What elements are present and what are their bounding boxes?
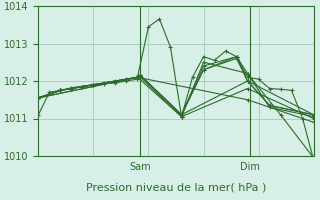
Text: Pression niveau de la mer( hPa ): Pression niveau de la mer( hPa ) [86,183,266,193]
Text: Dim: Dim [240,162,260,172]
Text: Sam: Sam [129,162,151,172]
